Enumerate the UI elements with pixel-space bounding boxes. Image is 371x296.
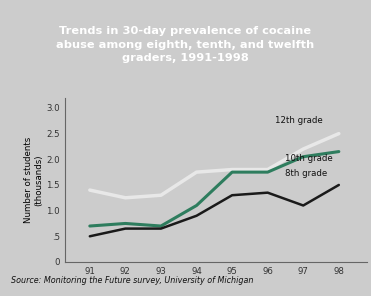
Y-axis label: Number of students
(thousands): Number of students (thousands) xyxy=(24,137,44,223)
Text: 10th grade: 10th grade xyxy=(285,154,333,163)
Text: Source: Monitoring the Future survey, University of Michigan: Source: Monitoring the Future survey, Un… xyxy=(11,276,254,285)
Text: Trends in 30-day prevalence of cocaine
abuse among eighth, tenth, and twelfth
gr: Trends in 30-day prevalence of cocaine a… xyxy=(56,26,315,63)
Text: 8th grade: 8th grade xyxy=(285,169,328,178)
Text: 12th grade: 12th grade xyxy=(275,116,322,125)
